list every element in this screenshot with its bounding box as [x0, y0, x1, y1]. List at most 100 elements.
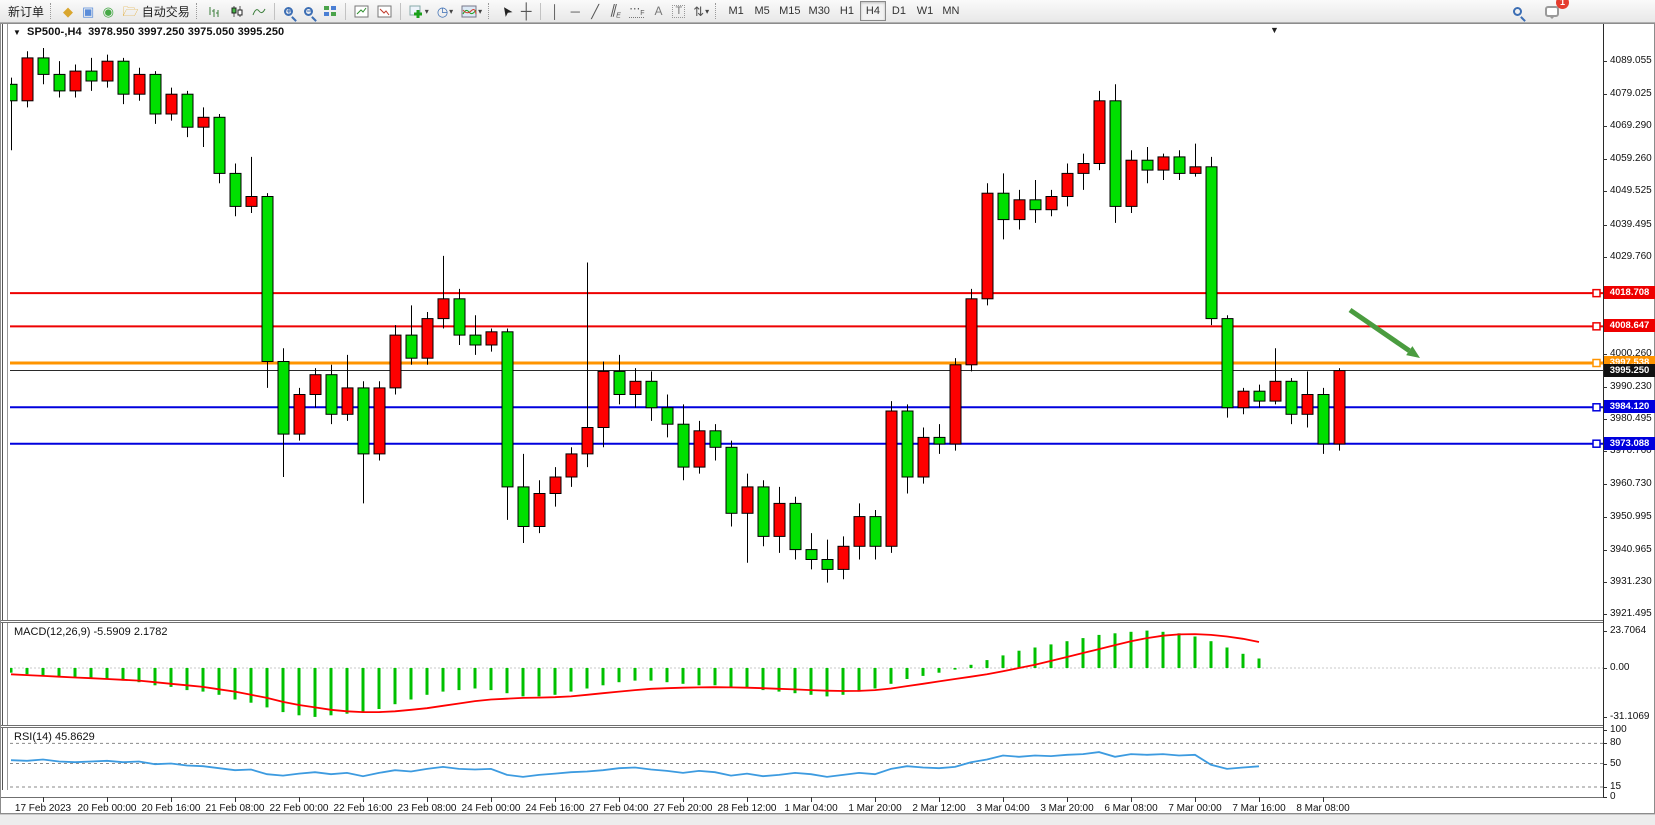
text-tool-button[interactable]: A: [648, 1, 668, 21]
price-tick: [1603, 191, 1607, 192]
label-tool-button[interactable]: T: [668, 1, 689, 21]
timeframe-D1[interactable]: D1: [886, 1, 912, 21]
indicator-window-up-button[interactable]: [350, 1, 373, 21]
price-line-flag[interactable]: 3973.088: [1604, 437, 1655, 450]
indicator-window-up-icon: [354, 5, 369, 17]
rsi-tick: [1603, 730, 1607, 731]
new-order-button[interactable]: 新订单: [4, 1, 48, 21]
trendline-button[interactable]: ╱: [585, 1, 605, 21]
indicator-window-down-button[interactable]: [373, 1, 396, 21]
timeframe-group: M1 M5 M15 M30 H1 H4 D1 W1 MN: [723, 1, 964, 21]
price-axis-label: 3950.995: [1610, 511, 1652, 522]
timeframe-H1[interactable]: H1: [834, 1, 860, 21]
candlestick-icon: [231, 5, 243, 17]
time-tick: [1067, 797, 1068, 802]
dropdown-caret-icon: ▾: [449, 6, 454, 16]
vertical-line-icon: │: [551, 3, 560, 19]
arrows-tool-button[interactable]: ⇅ ▾: [689, 1, 713, 21]
price-tick: [1603, 451, 1607, 452]
market-watch-button[interactable]: ◆: [58, 1, 78, 21]
chart-title-bar: ▼ SP500-,H4 3978.950 3997.250 3975.050 39…: [13, 26, 284, 38]
price-line-flag[interactable]: 4008.647: [1604, 319, 1655, 332]
time-tick: [299, 797, 300, 802]
price-line-flag[interactable]: 3995.250: [1604, 364, 1655, 377]
collapse-triangle-icon[interactable]: ▼: [13, 28, 22, 37]
price-tick: [1603, 484, 1607, 485]
chart-symbol: SP500-,H4: [27, 26, 82, 38]
timeframe-M30[interactable]: M30: [805, 1, 834, 21]
price-line-flag[interactable]: 4018.708: [1604, 286, 1655, 299]
notifications-button[interactable]: 1: [1541, 0, 1569, 21]
rsi-axis-label: 100: [1610, 724, 1627, 735]
vertical-line-button[interactable]: │: [545, 1, 565, 21]
macd-pane[interactable]: MACD(12,26,9) -5.5909 2.1782: [10, 623, 1603, 725]
rsi-axis-label: 80: [1610, 737, 1622, 748]
rsi-pane[interactable]: RSI(14) 45.8629: [10, 728, 1603, 797]
timeframe-MN[interactable]: MN: [938, 1, 964, 21]
price-axis-label: 3980.495: [1610, 413, 1652, 424]
terminal-button[interactable]: ▣: [78, 1, 98, 21]
dropdown-caret-icon: ▾: [424, 6, 429, 16]
fibonacci-button[interactable]: ⋯F: [625, 1, 648, 21]
crosshair-button[interactable]: ┼: [516, 1, 536, 21]
price-line-flag[interactable]: 3984.120: [1604, 400, 1655, 413]
signal-icon: ◉: [102, 3, 114, 19]
price-tick: [1603, 387, 1607, 388]
notification-badge: 1: [1556, 0, 1569, 9]
time-axis-label: 8 Mar 08:00: [1296, 803, 1350, 814]
price-tick: [1603, 61, 1607, 62]
zoom-in-button[interactable]: +: [279, 1, 299, 21]
horizontal-line-icon: ─: [570, 3, 580, 19]
text-icon: A: [654, 4, 663, 18]
tile-windows-button[interactable]: [319, 1, 341, 21]
crosshair-icon: ┼: [520, 2, 532, 20]
time-tick: [427, 797, 428, 802]
main-chart-pane[interactable]: [10, 42, 1603, 620]
toolbar-grip[interactable]: [488, 3, 492, 19]
autoscroll-marker-icon[interactable]: ▼: [1270, 25, 1279, 35]
toolbar: 新订单 ◆ ▣ ◉ 🗁 自动交易 + − ▾ ◷ ▾ ▾ ➤ ┼ │ ─ ╱ ∥E…: [0, 0, 1655, 23]
zoom-out-button[interactable]: −: [299, 1, 319, 21]
candlestick-chart-button[interactable]: [226, 1, 248, 21]
timeframe-M1[interactable]: M1: [723, 1, 749, 21]
timeframe-M5[interactable]: M5: [749, 1, 775, 21]
toolbar-grip[interactable]: [715, 3, 719, 19]
rsi-tick: [1603, 764, 1607, 765]
template-button[interactable]: ▾: [457, 1, 486, 21]
pane-divider[interactable]: [1, 620, 1603, 623]
timeframe-M15[interactable]: M15: [775, 1, 804, 21]
price-tick: [1603, 354, 1607, 355]
price-tick: [1603, 419, 1607, 420]
add-indicator-button[interactable]: ▾: [405, 1, 433, 21]
price-axis-label: 4039.495: [1610, 219, 1652, 230]
pane-divider[interactable]: [1, 725, 1603, 728]
toolbar-grip[interactable]: [50, 3, 54, 19]
period-button[interactable]: ◷ ▾: [433, 1, 457, 21]
auto-trading-icon: 🗁: [122, 3, 139, 19]
time-axis-label: 17 Feb 2023: [14, 803, 72, 814]
channel-button[interactable]: ∥E: [605, 1, 625, 21]
macd-tick: [1603, 668, 1607, 669]
line-chart-button[interactable]: [248, 1, 270, 21]
cursor-button[interactable]: ➤: [496, 1, 516, 21]
trendline-icon: ╱: [591, 3, 600, 19]
chart-window: ▼ SP500-,H4 3978.950 3997.250 3975.050 39…: [0, 23, 1655, 814]
timeframe-W1[interactable]: W1: [912, 1, 938, 21]
horizontal-line-button[interactable]: ─: [565, 1, 585, 21]
signal-button[interactable]: ◉: [98, 1, 118, 21]
time-axis-label: 3 Mar 20:00: [1040, 803, 1094, 814]
rsi-tick: [1603, 797, 1607, 798]
rsi-axis-label: 50: [1610, 758, 1622, 769]
timeframe-H4[interactable]: H4: [859, 1, 886, 21]
time-axis-label: 27 Feb 04:00: [589, 803, 649, 814]
time-tick: [363, 797, 364, 802]
toolbar-grip[interactable]: [195, 3, 200, 19]
time-axis-label: 20 Feb 16:00: [141, 803, 201, 814]
search-button[interactable]: [1507, 1, 1527, 21]
auto-trading-button[interactable]: 🗁 自动交易: [118, 1, 193, 21]
price-axis-label: 4089.055: [1610, 55, 1652, 66]
time-axis-label: 6 Mar 08:00: [1104, 803, 1158, 814]
price-axis-label: 3990.230: [1610, 381, 1652, 392]
bar-chart-button[interactable]: [204, 1, 226, 21]
price-axis-label: 3931.230: [1610, 576, 1652, 587]
